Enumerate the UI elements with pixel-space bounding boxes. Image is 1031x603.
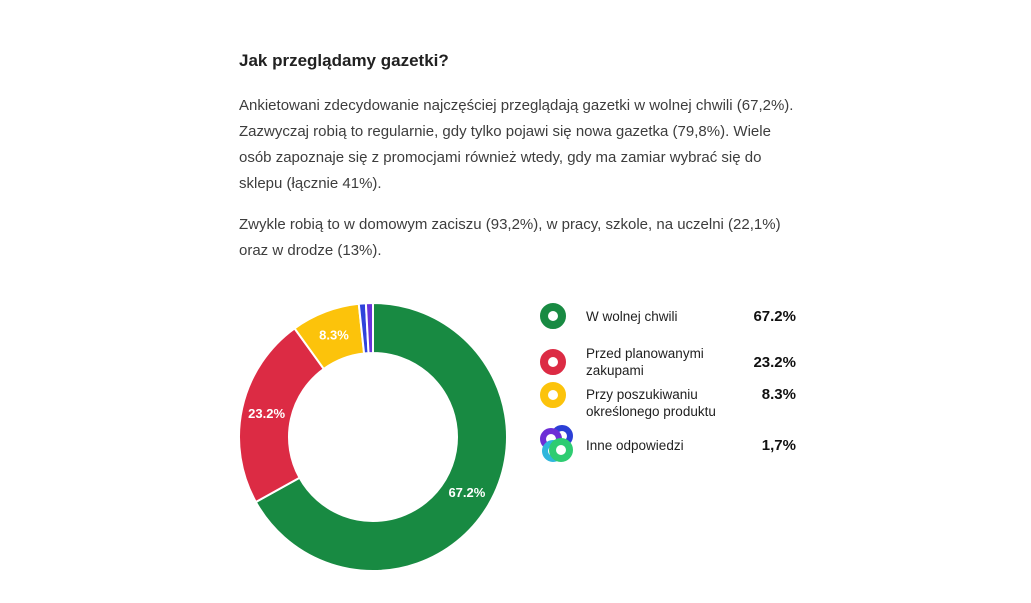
donut-slice[interactable] [364,301,374,355]
legend-item-inne-odpowiedzi: Inne odpowiedzi 1,7% [540,425,796,465]
legend-value: 8.3% [761,386,796,403]
donut-chart: 67.2% 23.2% 8.3% [238,301,509,572]
donut-chart-figure: 67.2% 23.2% 8.3% [236,300,510,574]
legend-value: 67.2% [753,307,796,325]
legend-item-poszukiwanie-produktu: Przy poszukiwaniu określonego produktu 8… [540,382,796,420]
legend-label: Przed planowanymi zakupami [586,346,704,378]
legend-ring-red-icon [540,349,566,375]
legend-item-w-wolnej-chwili: W wolnej chwili 67.2% [540,303,796,329]
chart-legend: W wolnej chwili 67.2% Przed planowanymi … [540,303,796,478]
legend-ring-yellow-icon [540,382,566,408]
legend-label: W wolnej chwili [586,308,678,324]
donut-slice[interactable] [254,301,509,572]
article-text-column: Jak przeglądamy gazetki? Ankietowani zde… [239,50,807,279]
green-ring-icon [549,438,573,462]
paragraph-browsing-habits: Ankietowani zdecydowanie najczęściej prz… [239,97,794,192]
page-title: Jak przeglądamy gazetki? [239,51,449,70]
multi-ring-icon [540,425,574,465]
slice-value-label: 8.3% [319,328,349,343]
legend-value: 23.2% [753,353,796,371]
donut-slice[interactable] [238,326,326,504]
legend-label: Przy poszukiwaniu określonego produktu [586,387,716,419]
legend-label: Inne odpowiedzi [586,437,684,453]
legend-ring-green-icon [540,303,566,329]
slice-value-label: 67.2% [448,485,485,500]
legend-value: 1,7% [761,436,796,454]
paragraph-browsing-places: Zwykle robią to w domowym zaciszu (93,2%… [239,216,781,259]
legend-item-przed-zakupami: Przed planowanymi zakupami 23.2% [540,345,796,379]
slice-value-label: 23.2% [248,406,285,421]
